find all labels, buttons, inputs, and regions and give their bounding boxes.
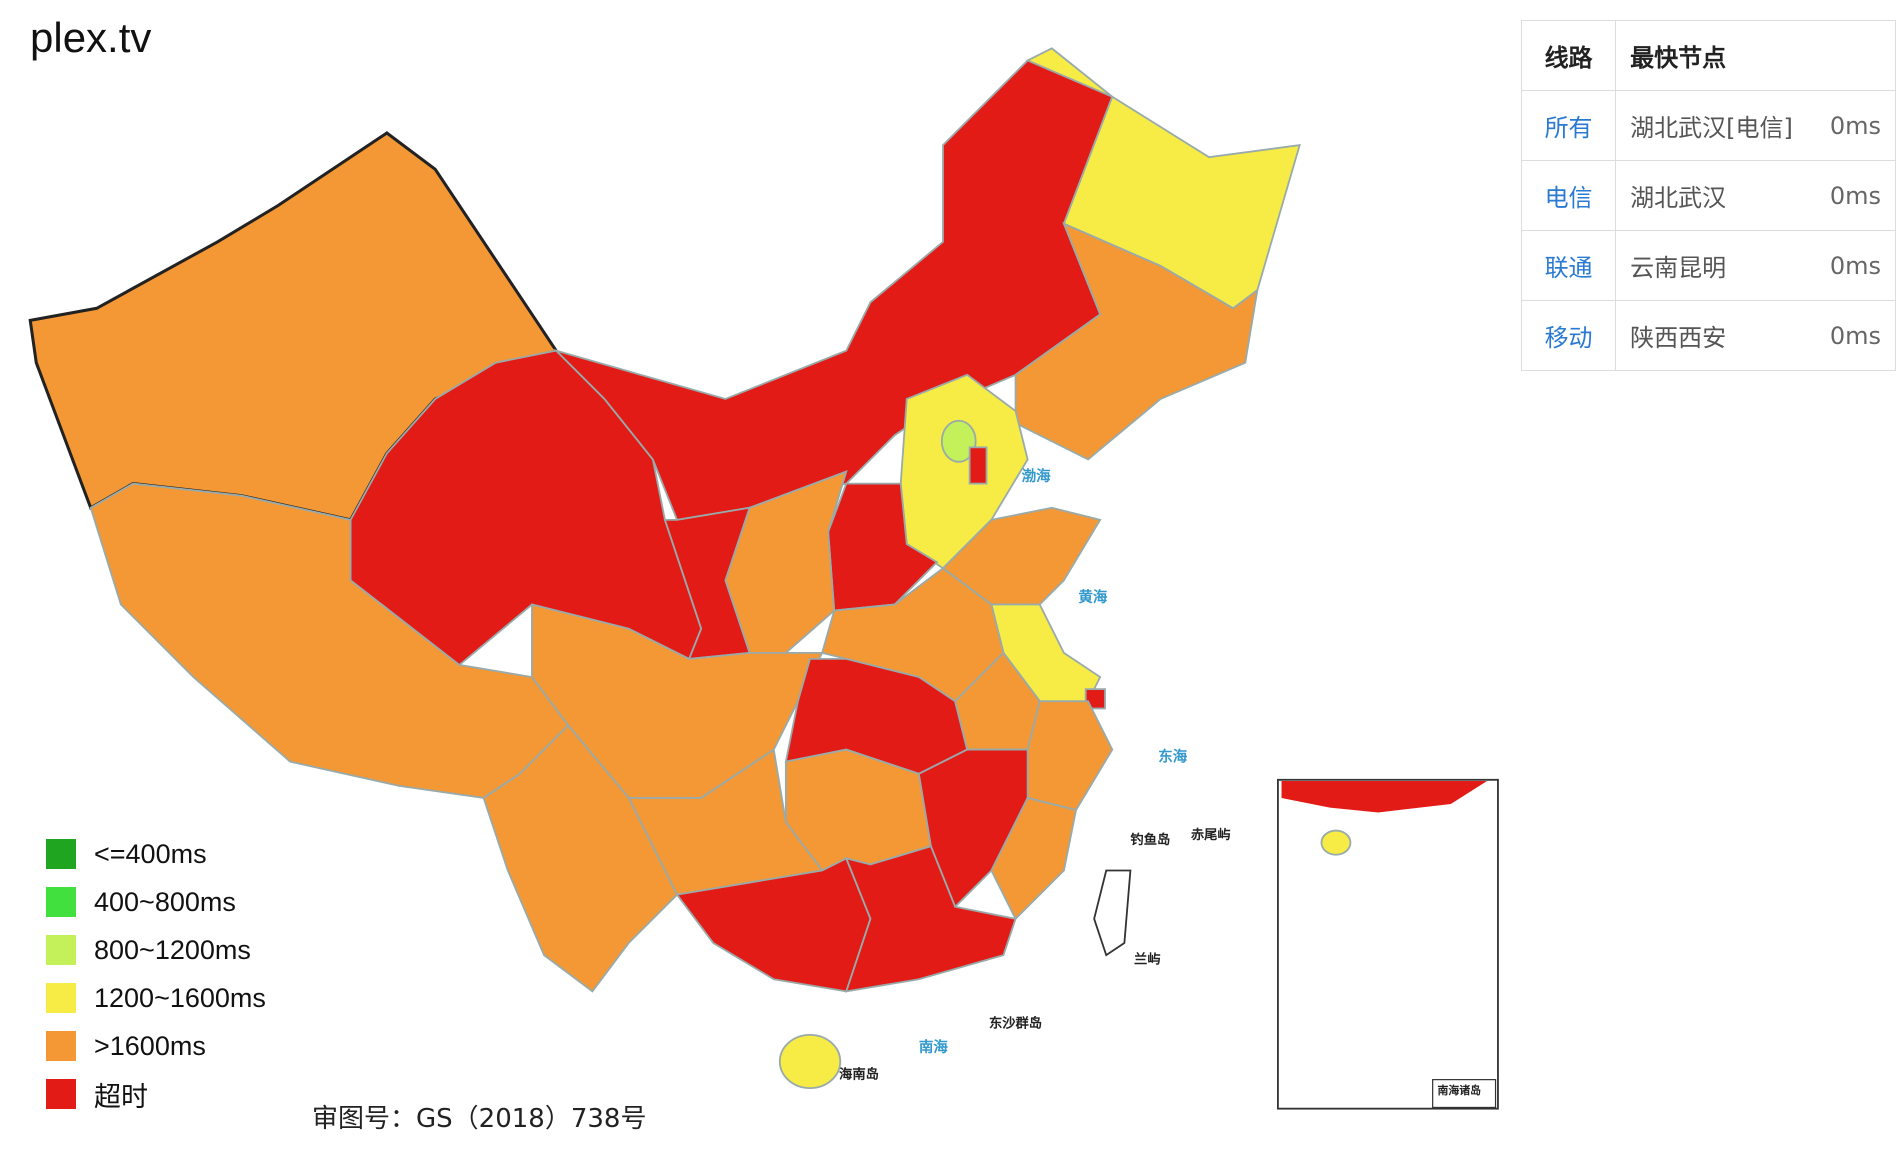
table-cell: 0ms xyxy=(1806,90,1896,161)
header-cell: 最快节点 xyxy=(1615,20,1896,91)
legend-item: 1200~1600ms xyxy=(46,974,266,1022)
legend-swatch xyxy=(46,983,76,1013)
legend-label: 400~800ms xyxy=(94,886,236,917)
route-link[interactable]: 移动 xyxy=(1520,300,1617,371)
region xyxy=(990,796,1078,921)
inset-legend-box xyxy=(1432,1079,1497,1109)
legend-label: 超时 xyxy=(94,1081,148,1112)
route-link[interactable]: 电信 xyxy=(1520,160,1617,231)
legend: <=400ms 400~800ms 800~1200ms 1200~1600ms >16… xyxy=(46,830,266,1118)
island-label: 东沙群岛 xyxy=(989,1015,1042,1032)
legend-swatch xyxy=(46,1079,76,1109)
table-cell: 湖北武汉 xyxy=(1615,160,1807,231)
legend-item: >1600ms xyxy=(46,1022,266,1070)
region xyxy=(844,845,1017,993)
sea-label: 东海 xyxy=(1158,748,1187,766)
table-cell: 0ms xyxy=(1806,230,1896,301)
legend-swatch xyxy=(46,935,76,965)
table-cell: 湖北武汉[电信] xyxy=(1615,90,1807,161)
legend-label: <=400ms xyxy=(94,838,207,869)
island-label: 钓鱼岛 xyxy=(1130,831,1170,848)
table-row: 联通 云南昆明 0ms xyxy=(1520,230,1896,301)
region xyxy=(940,419,977,463)
legend-swatch xyxy=(46,839,76,869)
sea-label: 渤海 xyxy=(1022,467,1051,485)
legend-item: <=400ms xyxy=(46,830,266,878)
legend-item: 800~1200ms xyxy=(46,926,266,974)
inset-island xyxy=(1320,829,1352,856)
region xyxy=(1014,221,1259,461)
provinces xyxy=(28,47,1499,1110)
table-cell: 0ms xyxy=(1806,160,1896,231)
header-row: 线路 最快节点 xyxy=(1520,20,1896,91)
region xyxy=(968,446,988,485)
sea-label: 南海 xyxy=(919,1038,948,1056)
legend-item: 超时 xyxy=(46,1070,266,1118)
legend-label: 1200~1600ms xyxy=(94,982,266,1013)
route-link[interactable]: 联通 xyxy=(1520,230,1617,301)
island-label: 赤尾屿 xyxy=(1191,826,1231,843)
inset-frame xyxy=(1277,778,1499,1110)
table-row: 所有 湖北武汉[电信] 0ms xyxy=(1520,90,1896,161)
region xyxy=(1084,688,1106,710)
header-cell: 线路 xyxy=(1520,20,1617,91)
sea-label: 黄海 xyxy=(1078,588,1107,606)
route-link[interactable]: 所有 xyxy=(1520,90,1617,161)
table-row: 电信 湖北武汉 0ms xyxy=(1520,160,1896,231)
legend-label: 800~1200ms xyxy=(94,934,251,965)
table-cell: 0ms xyxy=(1806,300,1896,371)
table-row: 移动 陕西西安 0ms xyxy=(1520,300,1896,371)
route-table: 线路 最快节点 所有 湖北武汉[电信] 0ms 电信 湖北武汉 0ms 联通 云南昆明 0ms 移… xyxy=(1520,20,1896,371)
table-cell: 云南昆明 xyxy=(1615,230,1807,301)
site-title: plex.tv xyxy=(30,14,152,61)
region xyxy=(1026,700,1114,812)
table-cell: 陕西西安 xyxy=(1615,300,1807,371)
inset-label: 南海诸岛 xyxy=(1438,1083,1482,1097)
map-approval-caption: 审图号：GS（2018）738号 xyxy=(312,1104,647,1134)
map-labels: 渤海 黄海 东海 南海 钓鱼岛 赤尾屿 兰屿 东沙群岛 海南岛 南海诸岛 xyxy=(839,467,1481,1097)
inset-land xyxy=(1281,781,1488,813)
legend-item: 400~800ms xyxy=(46,878,266,926)
island xyxy=(1093,869,1132,957)
region xyxy=(778,1033,842,1090)
island-label: 海南岛 xyxy=(839,1065,879,1082)
island-label: 兰屿 xyxy=(1134,951,1161,968)
legend-swatch xyxy=(46,1031,76,1061)
legend-label: >1600ms xyxy=(94,1030,206,1061)
region xyxy=(482,724,679,993)
legend-swatch xyxy=(46,887,76,917)
